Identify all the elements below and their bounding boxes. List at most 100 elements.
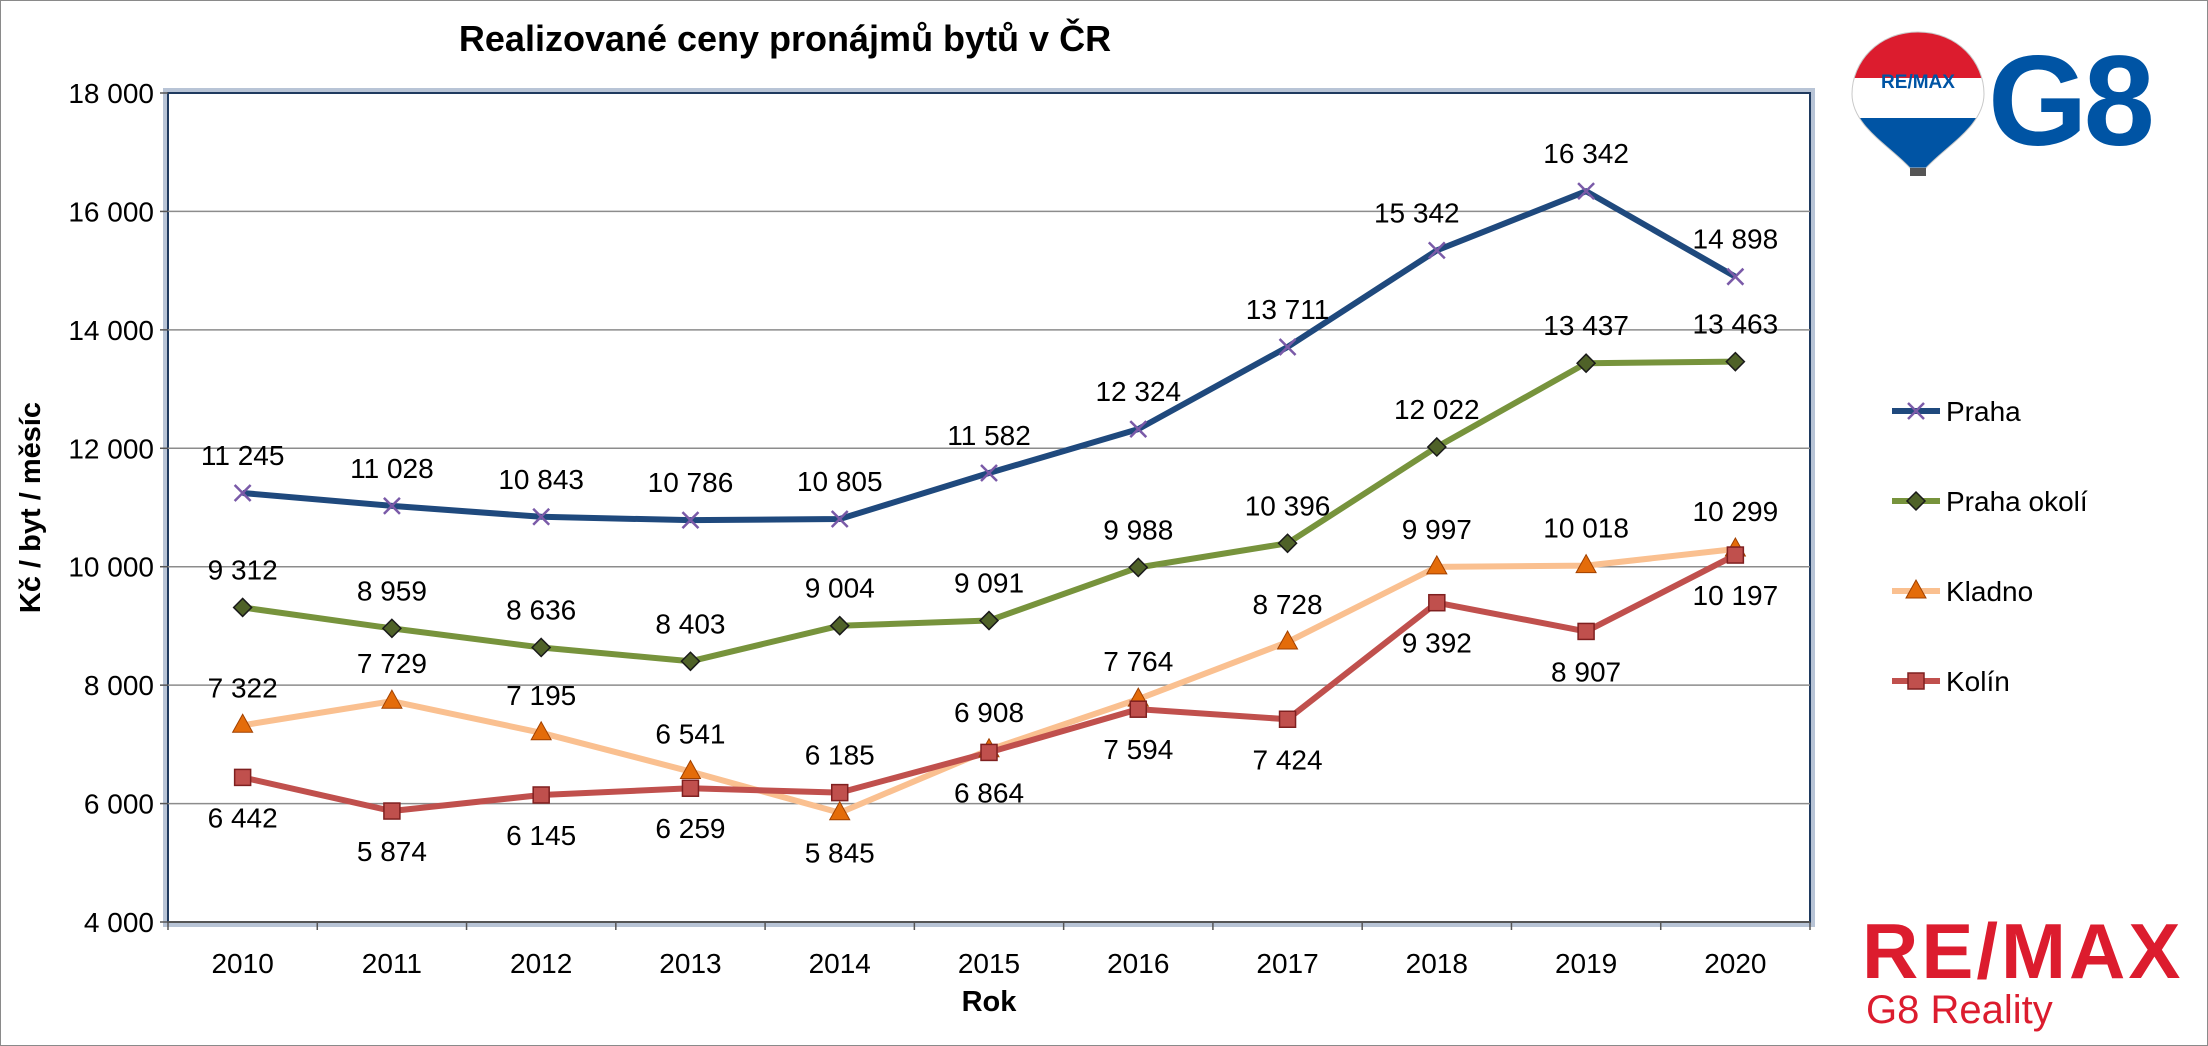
data-point bbox=[532, 507, 551, 526]
x-tick-label: 2015 bbox=[958, 948, 1020, 979]
y-tick-label: 8 000 bbox=[84, 670, 154, 701]
data-label: 7 322 bbox=[208, 672, 278, 703]
data-label: 6 908 bbox=[954, 697, 1024, 728]
data-point bbox=[381, 689, 403, 709]
data-point bbox=[830, 783, 849, 802]
data-label: 6 864 bbox=[954, 777, 1024, 808]
remax-g8-logo: RE/MAX bbox=[1848, 28, 2188, 178]
data-point bbox=[1278, 710, 1297, 729]
x-tick-label: 2017 bbox=[1256, 948, 1318, 979]
y-tick-label: 10 000 bbox=[68, 552, 154, 583]
data-label: 7 195 bbox=[506, 680, 576, 711]
data-label: 10 843 bbox=[498, 464, 584, 495]
data-label: 9 997 bbox=[1402, 514, 1472, 545]
data-point bbox=[1425, 554, 1448, 575]
y-axis-title: Kč / byt / měsíc bbox=[15, 402, 47, 613]
data-point bbox=[1428, 593, 1446, 612]
data-label: 14 898 bbox=[1693, 224, 1779, 255]
x-tick-label: 2016 bbox=[1107, 948, 1169, 979]
data-point bbox=[383, 496, 401, 515]
data-point bbox=[383, 802, 401, 820]
data-point bbox=[1575, 553, 1597, 574]
data-label: 10 197 bbox=[1693, 580, 1779, 611]
data-point bbox=[1907, 402, 1925, 420]
data-point bbox=[1277, 533, 1298, 554]
x-tick-label: 2010 bbox=[211, 948, 273, 979]
data-point bbox=[1129, 700, 1148, 718]
legend-label: Kladno bbox=[1946, 576, 2033, 607]
data-label: 10 786 bbox=[648, 467, 734, 498]
remax-wordmark: RE/MAX bbox=[1862, 907, 2184, 995]
data-point bbox=[1905, 578, 1927, 599]
data-point bbox=[829, 615, 850, 636]
data-point bbox=[681, 779, 700, 797]
data-label: 6 541 bbox=[655, 719, 725, 750]
data-label: 13 463 bbox=[1693, 309, 1779, 340]
data-point bbox=[530, 720, 553, 741]
x-axis-title: Rok bbox=[962, 986, 1018, 1018]
x-tick-label: 2018 bbox=[1406, 948, 1468, 979]
data-label: 7 729 bbox=[357, 648, 427, 679]
y-tick-label: 18 000 bbox=[68, 78, 154, 109]
y-tick-label: 14 000 bbox=[68, 315, 154, 346]
data-label: 12 324 bbox=[1095, 376, 1181, 407]
data-point bbox=[232, 597, 253, 618]
data-point bbox=[1577, 622, 1595, 641]
data-label: 8 959 bbox=[357, 575, 427, 606]
data-point bbox=[679, 759, 702, 780]
balloon-logo-text: RE/MAX bbox=[1881, 72, 1955, 93]
data-point bbox=[1128, 557, 1149, 578]
data-label: 9 988 bbox=[1103, 514, 1173, 545]
data-label: 15 342 bbox=[1374, 197, 1460, 228]
data-label: 13 437 bbox=[1543, 310, 1629, 341]
data-label: 9 004 bbox=[805, 573, 875, 604]
data-point bbox=[980, 464, 998, 482]
data-label: 16 342 bbox=[1543, 138, 1629, 169]
data-label: 6 145 bbox=[506, 820, 576, 851]
legend-label: Praha okolí bbox=[1946, 486, 2088, 517]
x-tick-label: 2012 bbox=[510, 948, 572, 979]
x-tick-label: 2020 bbox=[1704, 948, 1766, 979]
data-point bbox=[1726, 546, 1745, 564]
legend-label: Praha bbox=[1946, 396, 2021, 427]
y-tick-label: 16 000 bbox=[68, 196, 154, 227]
data-label: 5 874 bbox=[357, 836, 427, 867]
data-label: 8 636 bbox=[506, 594, 576, 625]
data-point bbox=[1276, 630, 1299, 650]
data-point bbox=[233, 484, 252, 502]
x-tick-label: 2013 bbox=[659, 948, 721, 979]
data-point bbox=[1278, 338, 1297, 356]
data-point bbox=[830, 510, 849, 528]
data-point bbox=[1905, 490, 1927, 512]
data-label: 11 245 bbox=[201, 440, 285, 471]
data-label: 7 764 bbox=[1103, 646, 1173, 677]
y-tick-label: 12 000 bbox=[68, 433, 154, 464]
data-point bbox=[532, 786, 550, 804]
data-label: 6 442 bbox=[208, 802, 278, 833]
data-label: 11 582 bbox=[947, 420, 1031, 451]
data-label: 6 185 bbox=[805, 740, 875, 771]
data-label: 8 403 bbox=[655, 608, 725, 639]
g8-logo-mark: G8 bbox=[1988, 30, 2155, 173]
chart-title: Realizované ceny pronájmů bytů v ČR bbox=[458, 18, 1112, 59]
data-point bbox=[1726, 267, 1745, 286]
data-point bbox=[233, 768, 252, 787]
data-point bbox=[980, 743, 998, 762]
data-label: 11 028 bbox=[350, 453, 434, 484]
data-point bbox=[1576, 353, 1597, 374]
data-point bbox=[1129, 420, 1148, 438]
data-point bbox=[1907, 672, 1925, 690]
remax-subtitle: G8 Reality bbox=[1866, 988, 2053, 1032]
data-label: 9 091 bbox=[954, 568, 1024, 599]
data-point bbox=[381, 618, 402, 639]
x-tick-label: 2011 bbox=[362, 948, 422, 979]
data-label: 10 396 bbox=[1245, 490, 1331, 521]
data-point bbox=[828, 800, 851, 821]
data-label: 8 907 bbox=[1551, 656, 1621, 687]
y-tick-label: 6 000 bbox=[84, 789, 154, 820]
x-tick-label: 2014 bbox=[809, 948, 871, 979]
data-point bbox=[1427, 241, 1446, 260]
data-label: 7 594 bbox=[1103, 734, 1173, 765]
data-label: 10 018 bbox=[1543, 513, 1629, 544]
